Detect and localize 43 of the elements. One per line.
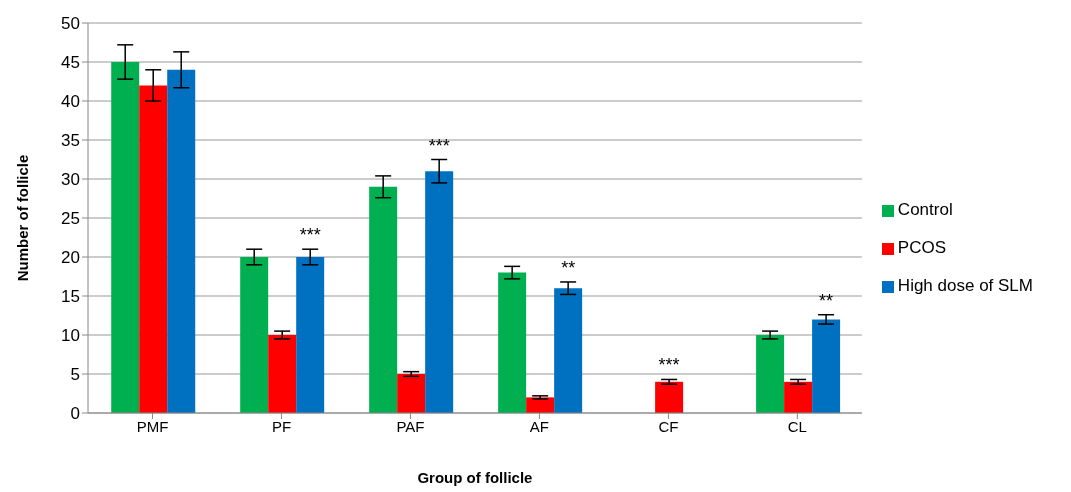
y-tick-label: 15 [61, 287, 80, 307]
data-label: *** [428, 135, 450, 156]
y-tick-label: 40 [61, 92, 80, 112]
y-tick-label: 25 [61, 209, 80, 229]
y-tick-label: 30 [61, 170, 80, 190]
data-label: *** [299, 225, 321, 246]
legend-label: High dose of SLM [897, 276, 1033, 295]
bar [425, 171, 454, 413]
bar [167, 69, 196, 413]
bar [139, 85, 168, 413]
bar [498, 272, 527, 413]
x-axis-title: Group of follicle [417, 469, 533, 486]
bar [756, 335, 785, 413]
data-label: *** [658, 355, 680, 376]
x-tick-label: PMF [136, 417, 169, 435]
y-tick-label: 20 [61, 248, 80, 268]
y-tick-label: 50 [61, 14, 80, 34]
legend-label: Control [897, 200, 953, 219]
bar [554, 288, 583, 413]
bar [240, 257, 269, 413]
x-tick-label: AF [529, 417, 549, 435]
legend-label: PCOS [897, 238, 947, 257]
data-label: ** [561, 257, 576, 278]
x-tick-label: CF [658, 417, 679, 435]
bar [812, 319, 841, 413]
y-tick-label: 45 [61, 53, 80, 73]
bar [526, 397, 555, 413]
bar [111, 62, 140, 413]
x-tick-label: CL [787, 417, 807, 435]
bar [784, 381, 813, 413]
x-tick-label: PAF [396, 417, 425, 435]
y-tick-label: 35 [61, 131, 80, 151]
y-tick-label: 5 [70, 365, 80, 385]
bar [369, 186, 398, 413]
bar [268, 335, 297, 413]
data-label: ** [819, 290, 834, 311]
y-tick-label: 0 [70, 404, 80, 424]
y-tick-label: 10 [61, 326, 80, 346]
y-axis-title: Number of follicle [14, 154, 32, 282]
x-tick-label: PF [271, 417, 292, 435]
bar [296, 257, 325, 413]
bar [655, 381, 684, 413]
bar [397, 374, 426, 413]
